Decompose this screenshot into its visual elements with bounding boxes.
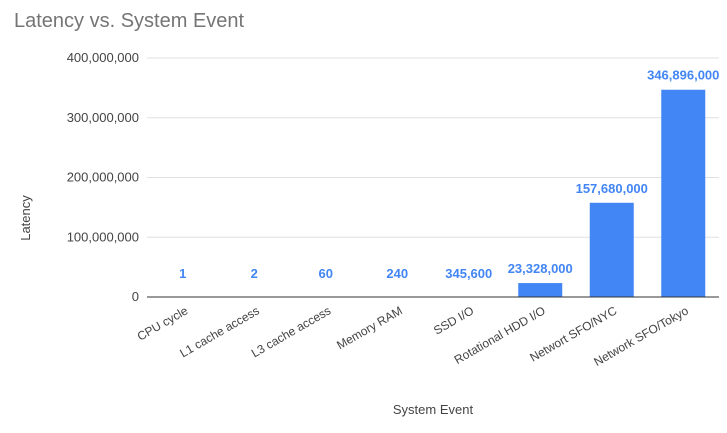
data-label: 1 xyxy=(179,266,186,281)
chart-title: Latency vs. System Event xyxy=(14,10,245,32)
data-label: 60 xyxy=(319,266,333,281)
y-tick-label: 100,000,000 xyxy=(67,229,139,244)
x-tick-label: L3 cache access xyxy=(249,303,333,360)
y-tick-label: 200,000,000 xyxy=(67,170,139,185)
x-tick-label: Memory RAM xyxy=(334,303,405,352)
y-tick-label: 400,000,000 xyxy=(67,50,139,65)
data-label: 240 xyxy=(386,266,408,281)
x-axis-title: System Event xyxy=(393,402,474,417)
y-axis-ticks: 0 100,000,000 200,000,000 300,000,000 400,00… xyxy=(67,50,139,304)
data-label: 345,600 xyxy=(445,266,492,281)
y-axis-title: Latency xyxy=(18,195,33,241)
x-tick-label: L1 cache access xyxy=(177,303,261,360)
bar xyxy=(590,203,634,297)
bar xyxy=(518,283,562,297)
x-tick-label: CPU cycle xyxy=(135,303,191,343)
x-tick-label: SSD I/O xyxy=(431,303,476,337)
data-label: 157,680,000 xyxy=(576,181,648,196)
data-labels: 1 2 60 240 345,600 23,328,000 157,680,000 346,8… xyxy=(179,68,719,281)
y-tick-label: 300,000,000 xyxy=(67,110,139,125)
y-tick-label: 0 xyxy=(132,289,139,304)
bar xyxy=(661,90,705,297)
data-label: 23,328,000 xyxy=(508,261,573,276)
data-label: 2 xyxy=(251,266,258,281)
data-label: 346,896,000 xyxy=(647,68,719,83)
